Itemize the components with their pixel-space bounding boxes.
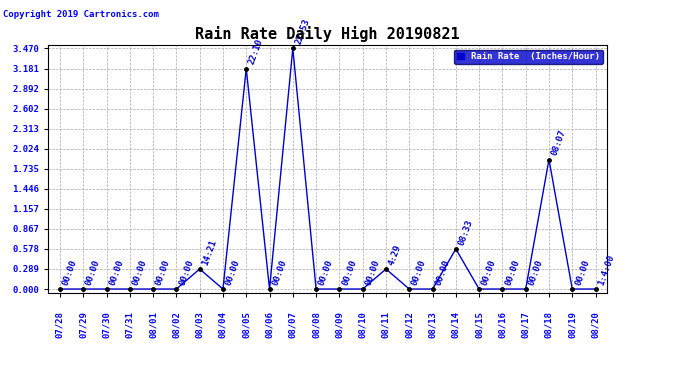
Text: 08/09: 08/09 xyxy=(335,311,344,338)
Legend: Rain Rate  (Inches/Hour): Rain Rate (Inches/Hour) xyxy=(454,50,602,64)
Text: 08/08: 08/08 xyxy=(312,311,321,338)
Text: 08/07: 08/07 xyxy=(288,311,297,338)
Text: 08/05: 08/05 xyxy=(241,311,250,338)
Text: 08:33: 08:33 xyxy=(457,218,475,246)
Text: 00:00: 00:00 xyxy=(224,258,241,286)
Text: 08/06: 08/06 xyxy=(265,311,274,338)
Text: 07/28: 07/28 xyxy=(55,311,64,338)
Text: 07/31: 07/31 xyxy=(126,311,135,338)
Text: 08/19: 08/19 xyxy=(568,311,577,338)
Text: 08/17: 08/17 xyxy=(521,311,530,338)
Text: 08/12: 08/12 xyxy=(405,311,414,338)
Text: 07/30: 07/30 xyxy=(102,311,111,338)
Text: 08/11: 08/11 xyxy=(382,311,391,338)
Text: 14:21: 14:21 xyxy=(201,238,219,266)
Text: 00:00: 00:00 xyxy=(341,258,358,286)
Text: 00:00: 00:00 xyxy=(270,258,288,286)
Text: 00:00: 00:00 xyxy=(317,258,335,286)
Text: 08/10: 08/10 xyxy=(358,311,367,338)
Text: 22:53: 22:53 xyxy=(294,17,312,46)
Text: 08:07: 08:07 xyxy=(550,128,568,157)
Text: 00:00: 00:00 xyxy=(480,258,498,286)
Text: 07/29: 07/29 xyxy=(79,311,88,338)
Text: 00:00: 00:00 xyxy=(177,258,195,286)
Text: 00:00: 00:00 xyxy=(84,258,102,286)
Text: 00:00: 00:00 xyxy=(155,258,172,286)
Text: 00:00: 00:00 xyxy=(364,258,382,286)
Text: 08/14: 08/14 xyxy=(451,311,460,338)
Text: 1:4:00: 1:4:00 xyxy=(597,253,616,286)
Text: 08/04: 08/04 xyxy=(219,311,228,338)
Text: 08/13: 08/13 xyxy=(428,311,437,338)
Text: 00:00: 00:00 xyxy=(527,258,544,286)
Text: 4:29: 4:29 xyxy=(387,243,403,266)
Text: 08/18: 08/18 xyxy=(544,311,553,338)
Text: 08/15: 08/15 xyxy=(475,311,484,338)
Title: Rain Rate Daily High 20190821: Rain Rate Daily High 20190821 xyxy=(195,27,460,42)
Text: 08/20: 08/20 xyxy=(591,311,600,338)
Text: 08/03: 08/03 xyxy=(195,311,204,338)
Text: 00:00: 00:00 xyxy=(411,258,428,286)
Text: 00:00: 00:00 xyxy=(504,258,521,286)
Text: 00:00: 00:00 xyxy=(131,258,148,286)
Text: 00:00: 00:00 xyxy=(61,258,79,286)
Text: 00:00: 00:00 xyxy=(434,258,451,286)
Text: 22:10: 22:10 xyxy=(248,38,265,66)
Text: 08/01: 08/01 xyxy=(148,311,157,338)
Text: 00:00: 00:00 xyxy=(108,258,126,286)
Text: 08/02: 08/02 xyxy=(172,311,181,338)
Text: 00:00: 00:00 xyxy=(573,258,591,286)
Text: 08/16: 08/16 xyxy=(498,311,507,338)
Text: Copyright 2019 Cartronics.com: Copyright 2019 Cartronics.com xyxy=(3,10,159,19)
